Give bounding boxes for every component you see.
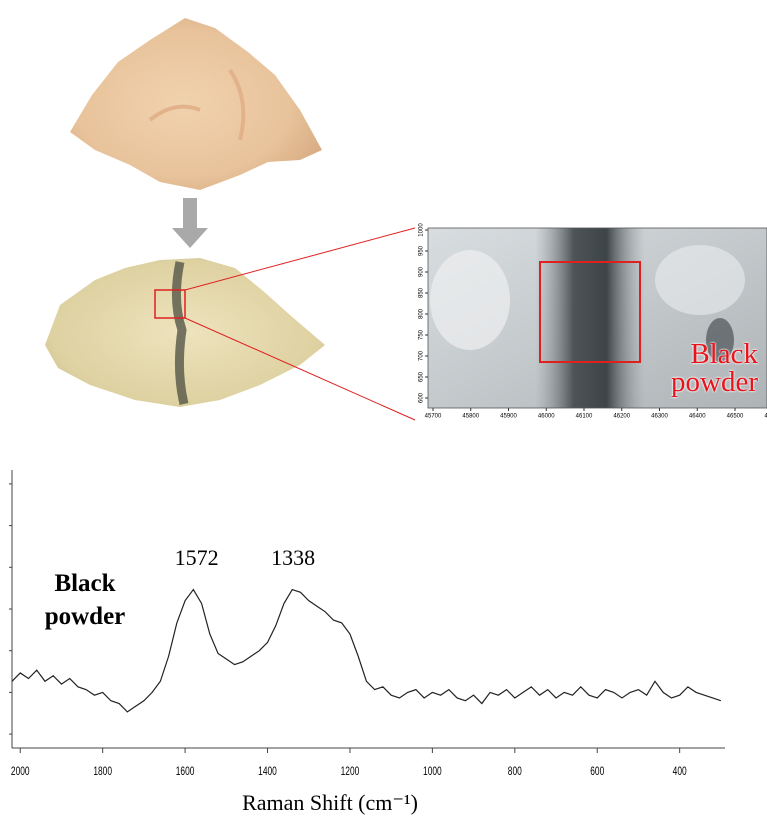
x-tick-label: 400	[673, 766, 687, 779]
micro-x-tick-label: 46000	[538, 414, 555, 420]
zoom-line	[185, 228, 415, 290]
micro-x-tick-label: 46200	[613, 414, 630, 420]
micro-y-tick-label: 700	[419, 350, 425, 361]
micro-y-tick-label: 800	[419, 308, 425, 319]
micro-y-tick-label: 950	[419, 245, 425, 256]
micro-x-tick-label: 46500	[727, 414, 744, 420]
micro-x-tick-label: 45900	[500, 414, 517, 420]
x-tick-label: 1800	[93, 766, 112, 779]
x-tick-label: 1400	[258, 766, 277, 779]
micro-y-tick-label: 600	[419, 392, 425, 403]
arrow	[172, 198, 208, 248]
micro-y-tick-label: 900	[419, 266, 425, 277]
crystal	[655, 245, 745, 315]
micro-y-tick-label: 1000	[419, 223, 425, 237]
x-tick-label: 600	[590, 766, 604, 779]
micro-x-tick-label: 46300	[651, 414, 668, 420]
micro-x-tick-label: 46100	[576, 414, 593, 420]
x-tick-label: 1200	[341, 766, 360, 779]
stone-before	[70, 18, 322, 190]
micro-x-tick-label: 46400	[689, 414, 706, 420]
x-tick-label: 1600	[176, 766, 195, 779]
x-axis-title: Raman Shift (cm⁻¹)	[0, 790, 660, 816]
micro-x-tick-label: 45800	[462, 414, 479, 420]
micro-y-tick-label: 850	[419, 287, 425, 298]
figure: 45700 45800 45900 46000 46100 46200 46300 46400…	[0, 0, 767, 819]
peak-label: 1572	[175, 545, 219, 570]
micro-annotation: Black powder	[648, 340, 758, 396]
page: 45700 45800 45900 46000 46100 46200 46300 46400…	[0, 0, 767, 819]
micro-y-tick-label: 750	[419, 329, 425, 340]
crystal	[430, 250, 510, 350]
x-tick-label: 800	[508, 766, 522, 779]
peak-label: 1338	[271, 545, 315, 570]
x-tick-label: 1000	[423, 766, 442, 779]
x-tick-label: 2000	[11, 766, 30, 779]
spectrum-annotation: Black powder	[30, 567, 140, 633]
micro-x-tick-label: 45700	[425, 414, 442, 420]
dark-band	[535, 228, 645, 408]
micro-y-tick-label: 650	[419, 371, 425, 382]
